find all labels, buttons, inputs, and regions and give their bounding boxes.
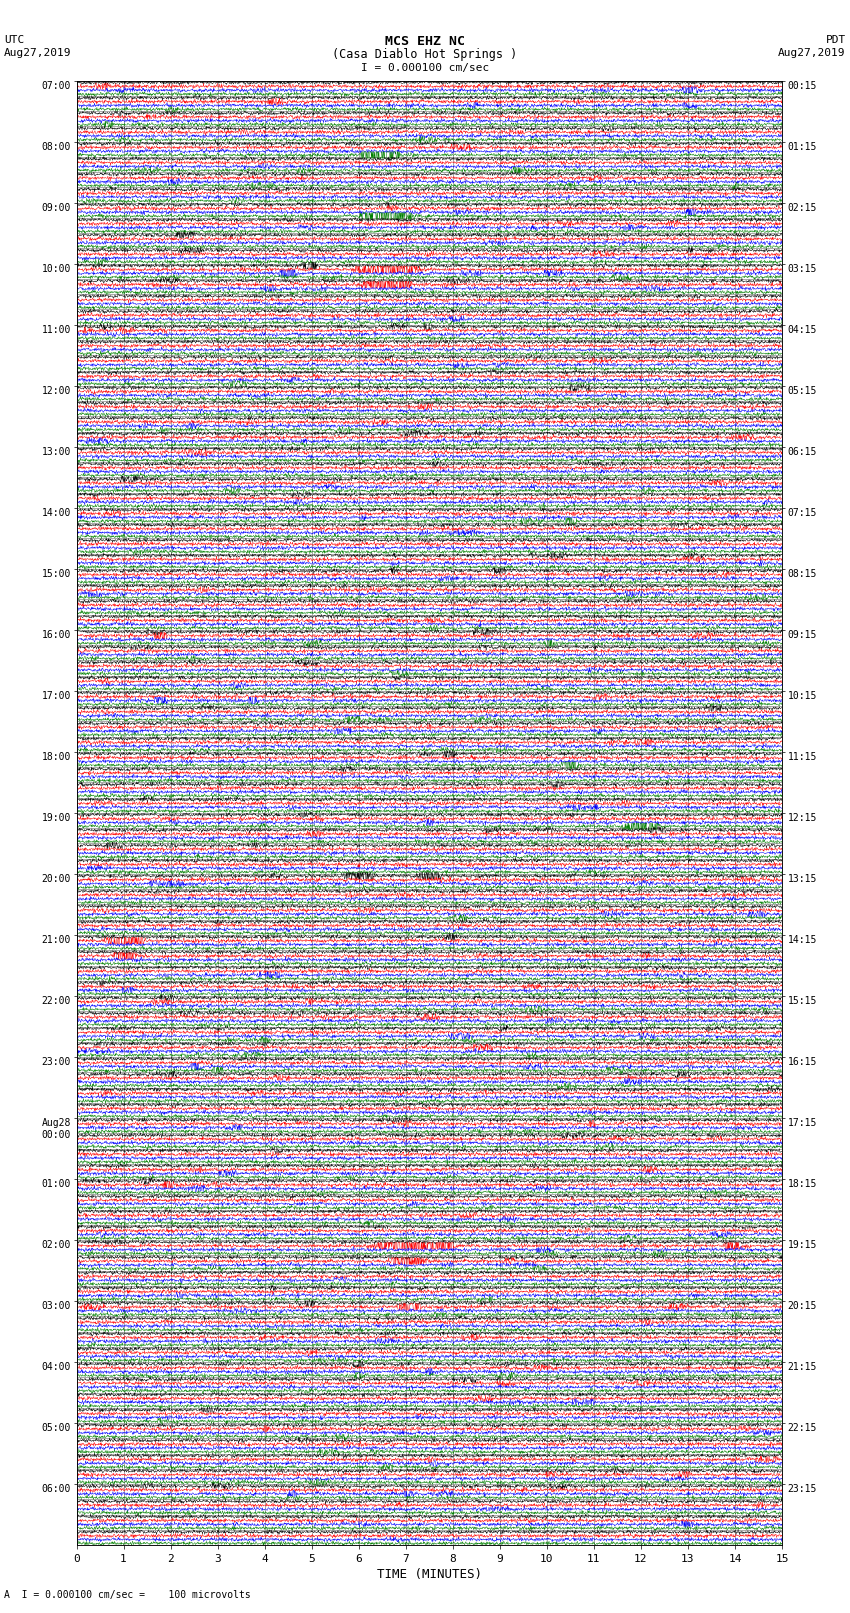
Text: Aug27,2019: Aug27,2019	[4, 48, 71, 58]
Text: I = 0.000100 cm/sec: I = 0.000100 cm/sec	[361, 63, 489, 73]
Text: A  I = 0.000100 cm/sec =    100 microvolts: A I = 0.000100 cm/sec = 100 microvolts	[4, 1590, 251, 1600]
Text: MCS EHZ NC: MCS EHZ NC	[385, 35, 465, 48]
Text: PDT: PDT	[825, 35, 846, 45]
Text: (Casa Diablo Hot Springs ): (Casa Diablo Hot Springs )	[332, 48, 518, 61]
Text: UTC: UTC	[4, 35, 25, 45]
Text: Aug27,2019: Aug27,2019	[779, 48, 846, 58]
X-axis label: TIME (MINUTES): TIME (MINUTES)	[377, 1568, 482, 1581]
